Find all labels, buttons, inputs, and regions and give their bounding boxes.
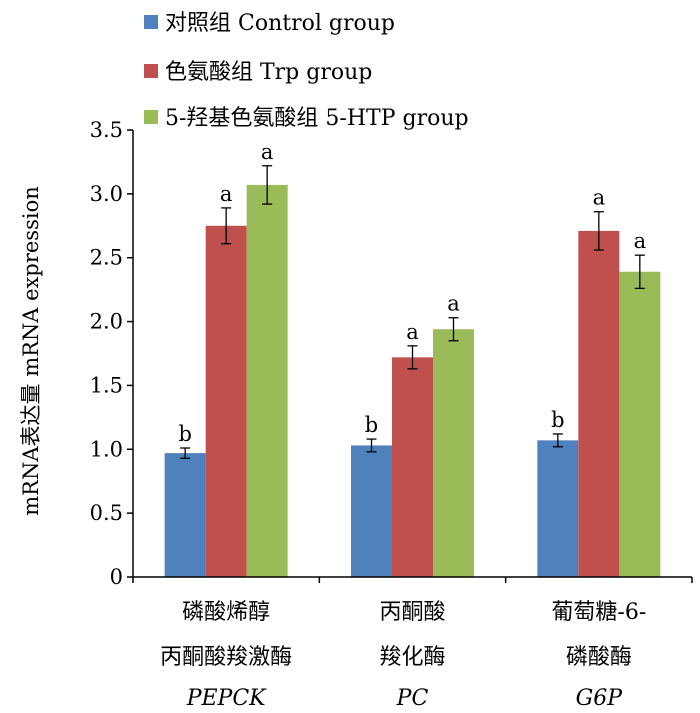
significance-letter: a (593, 186, 606, 210)
legend-swatch-1 (144, 64, 158, 78)
x-category-label: 磷酸酶 (566, 645, 632, 670)
x-category-abbr: PC (396, 686, 429, 711)
significance-letter: a (220, 182, 233, 206)
significance-labels: b a a b a a b a a (178, 140, 646, 446)
x-category-label: 磷酸烯醇 (182, 600, 270, 625)
significance-letter: b (178, 422, 191, 446)
bar-5htp-1 (433, 329, 474, 577)
error-bars (180, 165, 645, 459)
legend-swatch-2 (144, 110, 158, 124)
legend-label-0: 对照组 Control group (165, 11, 395, 36)
significance-letter: a (447, 292, 460, 316)
x-category-label: 葡萄糖-6- (551, 600, 646, 625)
legend-swatch-0 (144, 15, 158, 29)
y-tick-label: 0 (110, 565, 123, 589)
y-tick-label: 0.5 (90, 501, 123, 525)
axes (132, 130, 693, 583)
bar-trp-0 (205, 225, 247, 578)
bar-control-2 (537, 440, 579, 577)
significance-letter: a (634, 229, 647, 253)
y-tick-label: 2.0 (90, 310, 123, 334)
y-tick-label: 1.0 (90, 437, 123, 461)
bar-control-0 (164, 453, 206, 577)
y-axis-ticks: 0 0.5 1.0 1.5 2.0 2.5 3.0 3.5 (90, 118, 133, 589)
y-tick-label: 3.0 (90, 182, 123, 206)
bar-trp-1 (392, 357, 433, 577)
y-axis-label: mRNA表达量 mRNA expression (19, 186, 43, 516)
y-tick-label: 3.5 (90, 118, 123, 142)
x-category-abbr: G6P (576, 686, 624, 711)
bar-control-1 (351, 445, 392, 577)
legend-label-2: 5-羟基色氨酸组 5-HTP group (165, 106, 469, 131)
x-category-label: 丙酮酸 (379, 600, 445, 625)
significance-letter: a (406, 320, 419, 344)
y-tick-label: 1.5 (90, 373, 123, 397)
significance-letter: a (261, 140, 274, 164)
bar-5htp-0 (246, 184, 288, 577)
x-category-abbr: PEPCK (186, 686, 267, 711)
legend-label-1: 色氨酸组 Trp group (165, 60, 372, 85)
x-category-label: 羧化酶 (379, 645, 445, 670)
significance-letter: b (365, 413, 378, 437)
bar-trp-2 (578, 230, 620, 577)
bar-5htp-2 (619, 271, 661, 577)
significance-letter: b (551, 408, 564, 432)
legend: 对照组 Control group 色氨酸组 Trp group 5-羟基色氨酸组 … (144, 11, 469, 131)
x-category-label: 丙酮酸羧激酶 (160, 645, 292, 670)
bars (164, 184, 661, 578)
y-tick-label: 2.5 (90, 246, 123, 270)
